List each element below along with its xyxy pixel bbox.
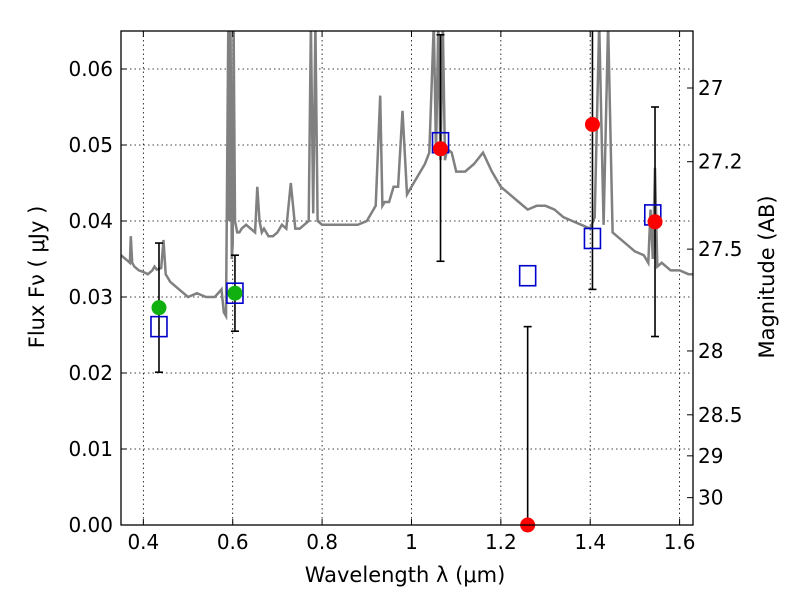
x-axis-label: Wavelength λ (μm)	[305, 563, 506, 587]
y-tick-label: 0.03	[68, 285, 113, 309]
mag-tick-label: 27	[698, 76, 723, 100]
mag-tick-label: 29	[698, 444, 723, 468]
y-tick-label: 0.00	[68, 513, 113, 537]
mag-tick-label: 27.2	[698, 150, 743, 174]
y-tick-label: 0.02	[68, 361, 113, 385]
y-tick-label: 0.06	[68, 57, 113, 81]
x-tick-label: 0.8	[306, 530, 338, 554]
spectrum-line	[121, 31, 693, 321]
y-tick-label: 0.01	[68, 437, 113, 461]
model-box	[150, 315, 168, 338]
right-axis-label-text: Magnitude (AB)	[755, 195, 779, 358]
mag-tick-label: 27.5	[698, 237, 743, 261]
y-axis-label-text: Flux Fν ( μJy )	[25, 206, 49, 349]
right-axis-label: Magnitude (AB)	[755, 195, 779, 358]
model-box	[518, 264, 537, 287]
plot-frame	[120, 30, 694, 526]
red-point	[584, 116, 600, 132]
green-point	[151, 300, 167, 316]
red-point	[647, 214, 663, 230]
x-tick-label: 1	[405, 530, 418, 554]
y-axis-label: Flux Fν ( μJy )	[25, 206, 49, 349]
mag-tick-label: 28.5	[698, 403, 743, 427]
y-axis-ticks: 0.00 0.01 0.02 0.03 0.04 0.05 0.06	[68, 57, 127, 537]
series-group	[121, 31, 693, 321]
x-tick-label: 1.6	[664, 530, 696, 554]
x-tick-label: 1.2	[485, 530, 517, 554]
y-tick-label: 0.04	[68, 209, 113, 233]
model-box	[226, 282, 244, 305]
x-axis-ticks: 0.4 0.6 0.8 1 1.2 1.4 1.6	[127, 31, 696, 554]
x-tick-label: 0.6	[217, 530, 249, 554]
model-box	[583, 227, 602, 250]
x-tick-label: 1.4	[574, 530, 606, 554]
magnitude-axis-ticks: 27 27.2 27.5 28 28.5 29 30	[687, 76, 743, 510]
x-tick-label: 0.4	[127, 530, 159, 554]
green-point	[227, 285, 243, 301]
red-point	[433, 141, 449, 157]
y-tick-label: 0.05	[68, 133, 113, 157]
x-axis-label-text: Wavelength λ (μm)	[305, 563, 506, 587]
mag-tick-label: 28	[698, 339, 723, 363]
mag-tick-label: 30	[698, 486, 723, 510]
